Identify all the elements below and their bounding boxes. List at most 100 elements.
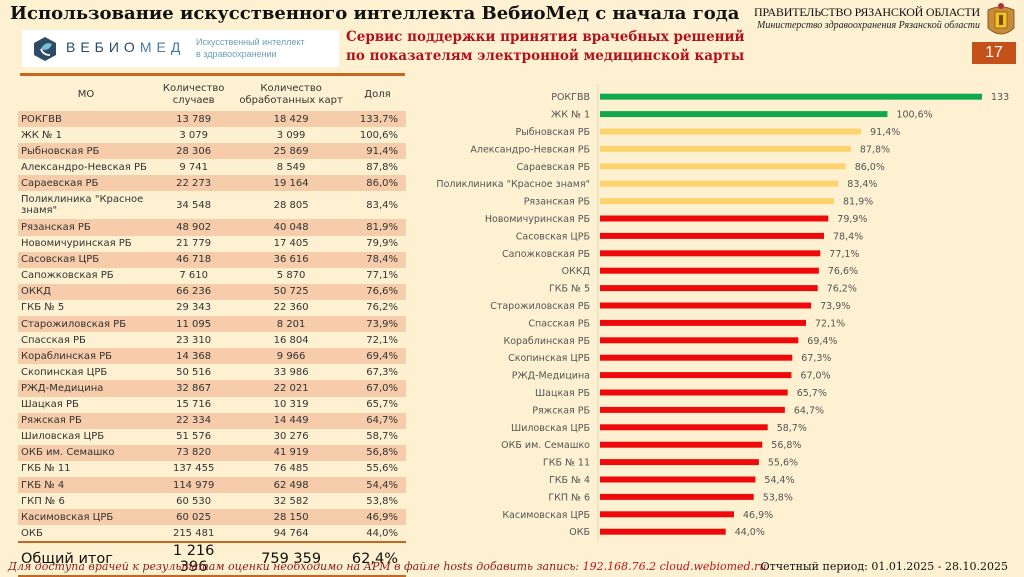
footnote-text: Для доступа врачей к результатам оценки … [8,560,583,573]
table-row: Скопинская ЦРБ 50 516 33 986 67,3% [18,364,406,380]
table-row: Шацкая РБ 15 716 10 319 65,7% [18,397,406,413]
cell-cards: 50 725 [233,283,349,300]
cell-share: 77,1% [366,270,398,282]
cell-mo: Старожиловская РБ [18,316,154,333]
cell-mo: Сасовская ЦРБ [18,251,154,268]
cell-cases: 15 716 [176,399,212,411]
cell-share: 54,4% [348,476,406,494]
cell-cards: 3 099 [276,129,306,141]
cell-cards: 41 919 [233,444,349,461]
cell-share: 78,4% [348,251,406,268]
value-label: 58,7% [777,423,807,434]
cell-cards: 94 764 [273,527,309,539]
reporting-period: Отчетный период: 01.01.2025 - 28.10.2025 [760,560,1008,573]
bar [600,511,734,518]
cell-share: 53,8% [366,495,398,507]
value-label: 54,4% [764,475,794,486]
category-label: ГКП № 6 [548,492,590,503]
cell-share: 55,6% [366,463,398,475]
access-footnote: Для доступа врачей к результатам оценки … [8,560,766,573]
cell-cases: 28 306 [153,143,234,160]
cell-cards: 10 319 [273,399,309,411]
category-label: Сараевская РБ [516,162,590,173]
bar [600,145,851,152]
table-row: ГКБ № 11 137 455 76 485 55,6% [18,461,406,477]
logo-tagline-line2: в здравоохранении [196,49,277,59]
total-cards: 759 359 [233,541,349,577]
category-label: Кораблинская РБ [504,336,591,347]
cell-mo: Шацкая РБ [21,399,79,411]
table-row: РЖД-Медицина 32 867 22 021 67,0% [18,380,406,397]
cell-mo: Скопинская ЦРБ [21,366,108,378]
cell-cards: 8 549 [276,161,306,173]
bar [600,180,839,187]
cell-share: 133,7% [348,111,406,128]
cell-share: 72,1% [366,334,398,346]
category-label: Сасовская ЦРБ [516,231,590,242]
category-label: ОКБ им. Семашко [501,440,590,451]
table-row: ГКБ № 4 114 979 62 498 54,4% [18,476,406,494]
bar [600,232,824,239]
value-label: 87,8% [860,144,890,155]
header-cards: Количество обработанных карт [239,83,343,106]
header-mo: МО [77,89,95,100]
cell-mo: Сапожковская РБ [21,270,114,282]
header-share: Доля [364,89,391,100]
cell-mo: Рыбновская РБ [18,143,154,160]
cell-mo: Новомичуринская РБ [21,238,132,250]
value-label: 86,0% [855,162,885,173]
value-label: 91,4% [870,127,900,138]
service-subtitle: Сервис поддержки принятия врачебных реше… [346,28,745,66]
table-row: Сараевская РБ 22 273 19 164 86,0% [18,175,406,192]
cell-mo: Кораблинская РБ [18,348,154,365]
cell-cases: 3 079 [179,129,208,141]
table-row: ОККД 66 236 50 725 76,6% [18,283,406,300]
table-header-row: МО Количество случаев Количество обработ… [18,79,406,111]
cell-share: 67,3% [366,366,398,378]
bar [600,93,982,100]
cell-mo: Спасская РБ [21,334,86,346]
cell-mo: ГКБ № 4 [18,476,154,494]
table-row: Рязанская РБ 48 902 40 048 81,9% [18,219,406,236]
divider [20,73,405,76]
bar [600,285,818,292]
table-row: ОКБ им. Семашко 73 820 41 919 56,8% [18,444,406,461]
subtitle-line2: по показателям электронной медицинской к… [346,48,745,64]
cell-cards: 8 201 [233,316,349,333]
share-bar-chart: РОКГВВ 133,7% ЖК № 1 100,6% Рыбновская РБ 91,… [436,84,1010,541]
cell-share: 67,0% [348,380,406,397]
value-label: 53,8% [763,492,793,503]
value-label: 44,0% [735,527,765,538]
category-label: Спасская РБ [528,318,590,329]
category-label: ЖК № 1 [551,110,590,121]
cell-share: 91,4% [348,143,406,160]
cell-cases: 48 902 [153,219,234,236]
bar [600,267,819,274]
cell-cards: 17 405 [273,238,309,250]
category-label: Рязанская РБ [524,197,590,208]
webiomed-logo: ВЕБИОМЕД Искусственный интеллект в здрав… [22,30,339,67]
cell-cards: 62 498 [233,476,349,494]
bar [600,215,829,222]
category-label: Поликлиника "Красное знамя" [436,179,590,190]
cell-cases: 50 516 [176,366,212,378]
value-label: 133,7% [991,92,1010,103]
cell-share: 81,9% [348,219,406,236]
cell-share: 76,2% [366,302,398,314]
cell-cases: 66 236 [153,283,234,300]
category-label: РЖД-Медицина [512,371,590,382]
cell-cases: 23 310 [176,334,212,346]
bar [600,406,785,413]
category-label: Касимовская ЦРБ [502,510,590,521]
cell-cases: 29 343 [176,302,212,314]
cell-mo: Касимовская ЦРБ [18,509,154,526]
cell-cards: 22 021 [233,380,349,397]
header-cases: Количество случаев [162,83,225,106]
category-label: ОККД [562,266,590,277]
table-row: Шиловская ЦРБ 51 576 30 276 58,7% [18,429,406,445]
cell-cards: 16 804 [273,334,309,346]
cell-mo: ОКБ им. Семашко [18,444,154,461]
table-row: Новомичуринская РБ 21 779 17 405 79,9% [18,236,406,252]
bar [600,476,756,483]
cell-mo: ОКБ [21,527,43,539]
